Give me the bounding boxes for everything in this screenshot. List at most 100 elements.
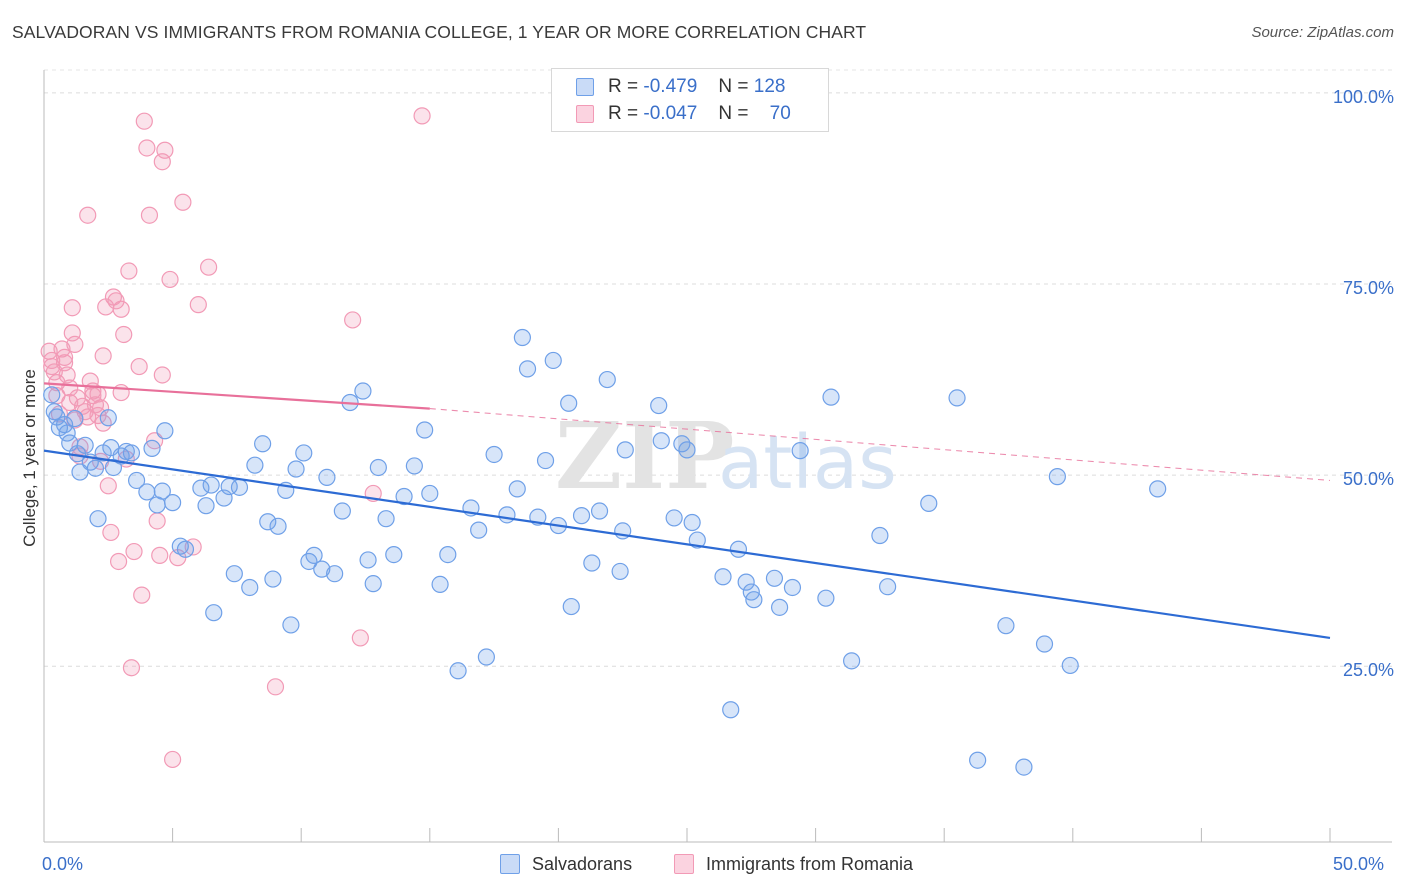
point-salvadorans — [1035, 635, 1054, 653]
point-romania — [140, 206, 159, 224]
legend-swatch-salvadorans — [500, 854, 520, 874]
point-salvadorans — [76, 436, 94, 454]
point-salvadorans — [678, 441, 696, 459]
point-romania — [58, 366, 76, 384]
point-romania — [153, 366, 171, 384]
point-salvadorans — [405, 457, 423, 475]
point-romania — [107, 292, 125, 310]
point-romania — [161, 270, 179, 289]
point-romania — [174, 193, 192, 211]
point-romania — [351, 629, 369, 647]
legend-label-salvadorans: Salvadorans — [532, 853, 633, 874]
point-salvadorans — [143, 439, 161, 457]
point-romania — [133, 586, 151, 604]
r-value-salvadorans: -0.479 — [643, 76, 698, 97]
point-salvadorans — [43, 386, 61, 404]
point-salvadorans — [176, 540, 195, 558]
point-salvadorans — [598, 370, 616, 389]
point-salvadorans — [722, 701, 740, 719]
watermark-zip: ZIP — [555, 402, 734, 510]
legend-label-romania: Immigrants from Romania — [706, 853, 914, 874]
point-salvadorans — [470, 521, 488, 539]
point-salvadorans — [665, 509, 683, 527]
point-salvadorans — [783, 578, 802, 597]
point-salvadorans — [282, 616, 300, 634]
point-romania — [151, 546, 169, 564]
point-salvadorans — [770, 598, 789, 616]
point-salvadorans — [449, 662, 467, 680]
point-salvadorans — [997, 617, 1015, 635]
point-salvadorans — [1015, 758, 1033, 776]
y-tick-100: 100.0% — [1332, 87, 1394, 107]
correlation-legend: R = -0.479 N = 128 R = -0.047 N = 70 — [551, 68, 829, 132]
point-salvadorans — [295, 444, 313, 462]
point-romania — [120, 262, 138, 280]
point-romania — [99, 477, 117, 495]
point-salvadorans — [164, 494, 182, 512]
point-salvadorans — [871, 526, 889, 545]
point-salvadorans — [969, 751, 987, 769]
point-salvadorans — [192, 479, 210, 497]
point-salvadorans — [572, 507, 591, 525]
point-salvadorans — [590, 502, 609, 520]
series-romania-points — [40, 107, 431, 769]
trend-line-romania-extension — [429, 408, 1331, 482]
point-salvadorans — [683, 513, 701, 532]
point-romania — [89, 406, 107, 425]
legend-row-salvadorans: R = -0.479 N = 128 — [576, 75, 785, 99]
point-salvadorans — [920, 494, 938, 512]
point-salvadorans — [89, 510, 107, 528]
legend-row-romania: R = -0.047 N = 70 — [576, 102, 791, 126]
point-salvadorans — [729, 540, 748, 558]
point-salvadorans — [650, 396, 668, 415]
point-salvadorans — [230, 478, 249, 496]
point-romania — [189, 296, 207, 314]
point-salvadorans — [364, 575, 382, 593]
series-salvadorans-points — [43, 328, 1167, 776]
point-romania — [66, 335, 84, 354]
point-salvadorans — [197, 497, 215, 515]
point-salvadorans — [652, 432, 670, 450]
point-romania — [94, 347, 112, 365]
point-salvadorans — [1149, 480, 1167, 498]
point-salvadorans — [171, 537, 189, 555]
watermark-atlas: atlas — [718, 420, 897, 506]
y-tick-50: 50.0% — [1342, 469, 1394, 489]
point-salvadorans — [99, 409, 117, 427]
point-salvadorans — [1061, 656, 1079, 675]
source-label: Source: ZipAtlas.com — [1251, 24, 1394, 41]
point-salvadorans — [153, 482, 171, 500]
point-romania — [138, 139, 156, 157]
point-salvadorans — [431, 575, 449, 594]
point-salvadorans — [66, 409, 84, 428]
n-value-romania: 70 — [769, 103, 791, 124]
point-salvadorans — [264, 570, 282, 588]
point-romania — [156, 141, 174, 159]
point-salvadorans — [583, 554, 601, 572]
point-romania — [61, 393, 79, 412]
legend-item-romania: Immigrants from Romania — [674, 852, 913, 876]
point-romania — [135, 112, 153, 130]
point-salvadorans — [254, 435, 272, 453]
point-salvadorans — [354, 382, 372, 400]
x-tick-min: 0.0% — [42, 854, 84, 874]
point-salvadorans — [326, 565, 344, 583]
point-salvadorans — [791, 442, 809, 460]
point-salvadorans — [562, 597, 580, 616]
point-salvadorans — [611, 562, 629, 581]
point-salvadorans — [817, 589, 835, 607]
point-salvadorans — [246, 456, 264, 474]
point-salvadorans — [439, 546, 457, 564]
point-salvadorans — [395, 487, 413, 506]
point-salvadorans — [1048, 468, 1066, 486]
point-salvadorans — [421, 484, 439, 503]
point-romania — [122, 659, 141, 677]
point-salvadorans — [333, 502, 351, 520]
point-romania — [63, 299, 81, 317]
point-salvadorans — [359, 551, 377, 569]
point-salvadorans — [112, 447, 130, 465]
r-label: R = — [608, 76, 639, 97]
legend-swatch-romania — [576, 105, 594, 123]
point-salvadorans — [544, 351, 562, 370]
